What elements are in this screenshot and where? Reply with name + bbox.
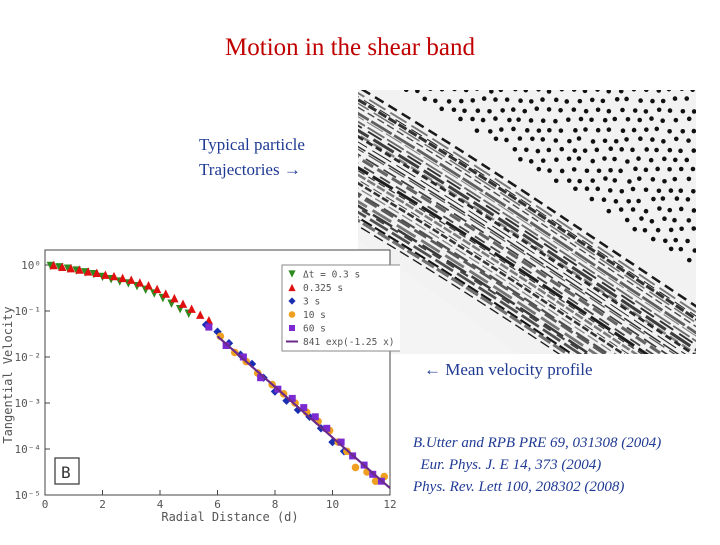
data-point: [187, 304, 196, 313]
y-tick-label: 10⁻²: [15, 351, 42, 364]
panel-label-box: [54, 457, 80, 485]
data-point: [351, 463, 360, 472]
x-tick-label: 4: [157, 498, 164, 511]
x-tick-label: 10: [326, 498, 339, 511]
data-point: [323, 424, 331, 432]
slide-title: Motion in the shear band: [225, 34, 475, 61]
legend-swatch: [288, 311, 296, 318]
x-axis-label: Radial Distance (d): [161, 510, 298, 524]
legend-label: 841 exp(-1.25 x): [303, 337, 395, 348]
data-point: [101, 270, 110, 279]
legend-swatch: [288, 297, 296, 305]
reference-1: B.Utter and RPB PRE 69, 031308 (2004): [413, 435, 662, 451]
y-tick-label: 10⁻⁴: [15, 443, 42, 456]
trajectory-label: Typical particle Trajectories →: [199, 132, 305, 182]
velocity-chart-svg: 0 2 4 6 8 10 12 10⁰ 10⁻¹ 10⁻² 10⁻³ 10⁻⁴ 10⁻⁵ B Δt = …: [1, 249, 403, 524]
legend-label: 3 s: [303, 297, 320, 308]
y-tick-label: 10⁻⁵: [15, 489, 42, 502]
reference-3: Phys. Rev. Lett 100, 208302 (2008): [413, 479, 625, 495]
data-point: [118, 273, 127, 283]
trajectory-label-line-2: Trajectories →: [199, 160, 301, 179]
x-tick-label: 12: [383, 498, 396, 511]
x-tick-label: 0: [42, 498, 49, 511]
data-point: [257, 374, 265, 382]
legend-box: [281, 264, 403, 352]
data-point: [213, 327, 222, 336]
data-point: [300, 404, 308, 412]
x-tick-label: 6: [214, 498, 221, 511]
data-point: [144, 281, 153, 290]
data-point: [75, 265, 84, 274]
reference-2: Eur. Phys. J. E 14, 373 (2004): [413, 457, 602, 473]
y-tick-label: 10⁰: [21, 259, 41, 272]
legend-swatch: [288, 283, 296, 292]
y-tick-label: 10⁻³: [15, 397, 42, 410]
references: B.Utter and RPB PRE 69, 031308 (2004) Eu…: [413, 432, 661, 498]
data-point: [311, 413, 319, 421]
data-point: [178, 299, 188, 308]
particle-trajectories-photo: [358, 90, 696, 354]
data-point: [92, 268, 101, 278]
data-point: [337, 438, 345, 446]
data-point: [196, 310, 205, 319]
legend-label: 0.325 s: [303, 283, 343, 294]
x-tick-label: 8: [272, 498, 279, 511]
trajectory-image: [358, 90, 696, 354]
data-point: [66, 264, 76, 273]
data-point: [152, 284, 162, 294]
legend-label: 10 s: [303, 310, 326, 321]
y-tick-label: 10⁻¹: [15, 305, 42, 318]
legend-swatch: [289, 325, 295, 331]
legend-label: Δt = 0.3 s: [303, 270, 360, 281]
data-point: [170, 293, 179, 303]
velocity-profile-chart: 0 2 4 6 8 10 12 10⁰ 10⁻¹ 10⁻² 10⁻³ 10⁻⁴ 10⁻⁵ B Δt = …: [0, 245, 403, 540]
data-point: [83, 267, 93, 276]
legend-label: 60 s: [303, 324, 326, 335]
data-point: [127, 275, 136, 284]
data-point: [58, 262, 67, 272]
panel-label: B: [61, 463, 71, 482]
data-point: [222, 342, 230, 349]
fit-line: [216, 335, 391, 489]
data-point: [205, 323, 213, 331]
data-point: [239, 353, 247, 361]
legend-swatch: [288, 270, 296, 278]
trajectory-label-line-1: Typical particle: [199, 135, 305, 154]
data-point: [371, 477, 380, 485]
data-point: [161, 289, 170, 298]
y-axis-label: Tangential Velocity: [1, 306, 15, 443]
data-point: [109, 271, 119, 281]
mean-velocity-label: ← Mean velocity profile: [424, 360, 593, 379]
data-point: [288, 394, 296, 402]
x-tick-label: 2: [99, 498, 106, 511]
data-point: [135, 278, 145, 287]
data-point: [49, 260, 58, 270]
